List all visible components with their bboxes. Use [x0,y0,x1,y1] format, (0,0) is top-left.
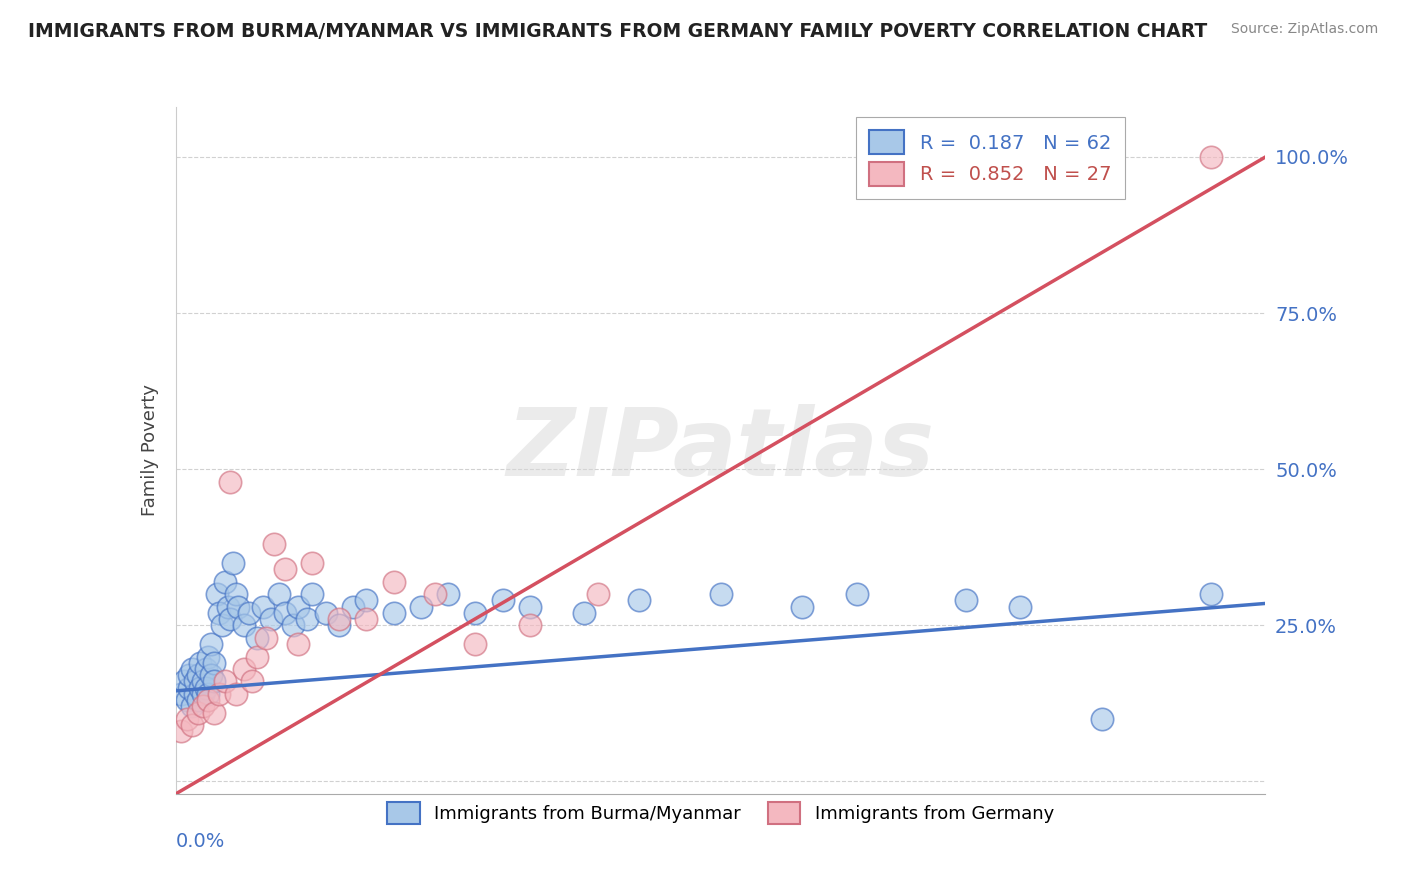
Point [225,687,247,701]
Point [240,674,263,689]
Point [188,656,211,670]
Point [519,599,541,614]
Point [437,587,460,601]
Point [246,631,269,645]
Legend: Immigrants from Burma/Myanmar, Immigrants from Germany: Immigrants from Burma/Myanmar, Immigrant… [378,793,1063,833]
Point [263,537,285,551]
Point [423,587,446,601]
Point [219,475,242,489]
Point [208,606,231,620]
Point [328,612,350,626]
Point [205,587,228,601]
Point [492,593,515,607]
Point [208,687,231,701]
Point [202,674,225,689]
Point [191,699,214,714]
Point [197,687,219,701]
Point [274,562,297,576]
Point [586,587,609,601]
Point [197,693,219,707]
Point [197,649,219,664]
Point [170,724,193,739]
Point [382,574,405,589]
Point [191,674,214,689]
Point [179,668,201,682]
Point [170,687,193,701]
Point [464,606,486,620]
Point [194,662,217,676]
Point [1199,150,1222,164]
Point [184,687,207,701]
Point [301,556,323,570]
Point [260,612,283,626]
Point [269,587,291,601]
Point [382,606,405,620]
Y-axis label: Family Poverty: Family Poverty [141,384,159,516]
Point [173,674,195,689]
Point [287,637,309,651]
Point [1199,587,1222,601]
Point [409,599,432,614]
Point [232,618,254,632]
Point [710,587,733,601]
Point [184,674,207,689]
Point [574,606,596,620]
Point [222,556,245,570]
Point [217,599,239,614]
Point [464,637,486,651]
Point [254,631,277,645]
Point [179,681,201,695]
Point [186,693,209,707]
Point [186,668,209,682]
Point [519,618,541,632]
Point [191,687,214,701]
Point [181,718,204,732]
Point [246,649,269,664]
Point [287,599,309,614]
Point [955,593,977,607]
Point [186,706,209,720]
Point [211,618,233,632]
Point [181,699,204,714]
Point [281,618,304,632]
Point [200,668,222,682]
Text: 0.0%: 0.0% [176,831,225,851]
Text: IMMIGRANTS FROM BURMA/MYANMAR VS IMMIGRANTS FROM GERMANY FAMILY POVERTY CORRELAT: IMMIGRANTS FROM BURMA/MYANMAR VS IMMIGRA… [28,22,1208,41]
Point [342,599,364,614]
Point [181,662,204,676]
Point [176,693,198,707]
Point [315,606,337,620]
Point [219,612,242,626]
Point [225,587,247,601]
Point [194,681,217,695]
Point [228,599,250,614]
Point [188,681,211,695]
Point [356,593,378,607]
Text: ZIPatlas: ZIPatlas [506,404,935,497]
Point [202,706,225,720]
Point [845,587,868,601]
Point [176,712,198,726]
Point [252,599,274,614]
Point [627,593,650,607]
Point [232,662,254,676]
Point [792,599,814,614]
Point [214,574,236,589]
Point [200,637,222,651]
Point [238,606,260,620]
Point [1010,599,1032,614]
Point [274,606,297,620]
Point [202,656,225,670]
Point [295,612,318,626]
Point [301,587,323,601]
Point [328,618,350,632]
Text: Source: ZipAtlas.com: Source: ZipAtlas.com [1230,22,1378,37]
Point [1091,712,1114,726]
Point [356,612,378,626]
Point [214,674,236,689]
